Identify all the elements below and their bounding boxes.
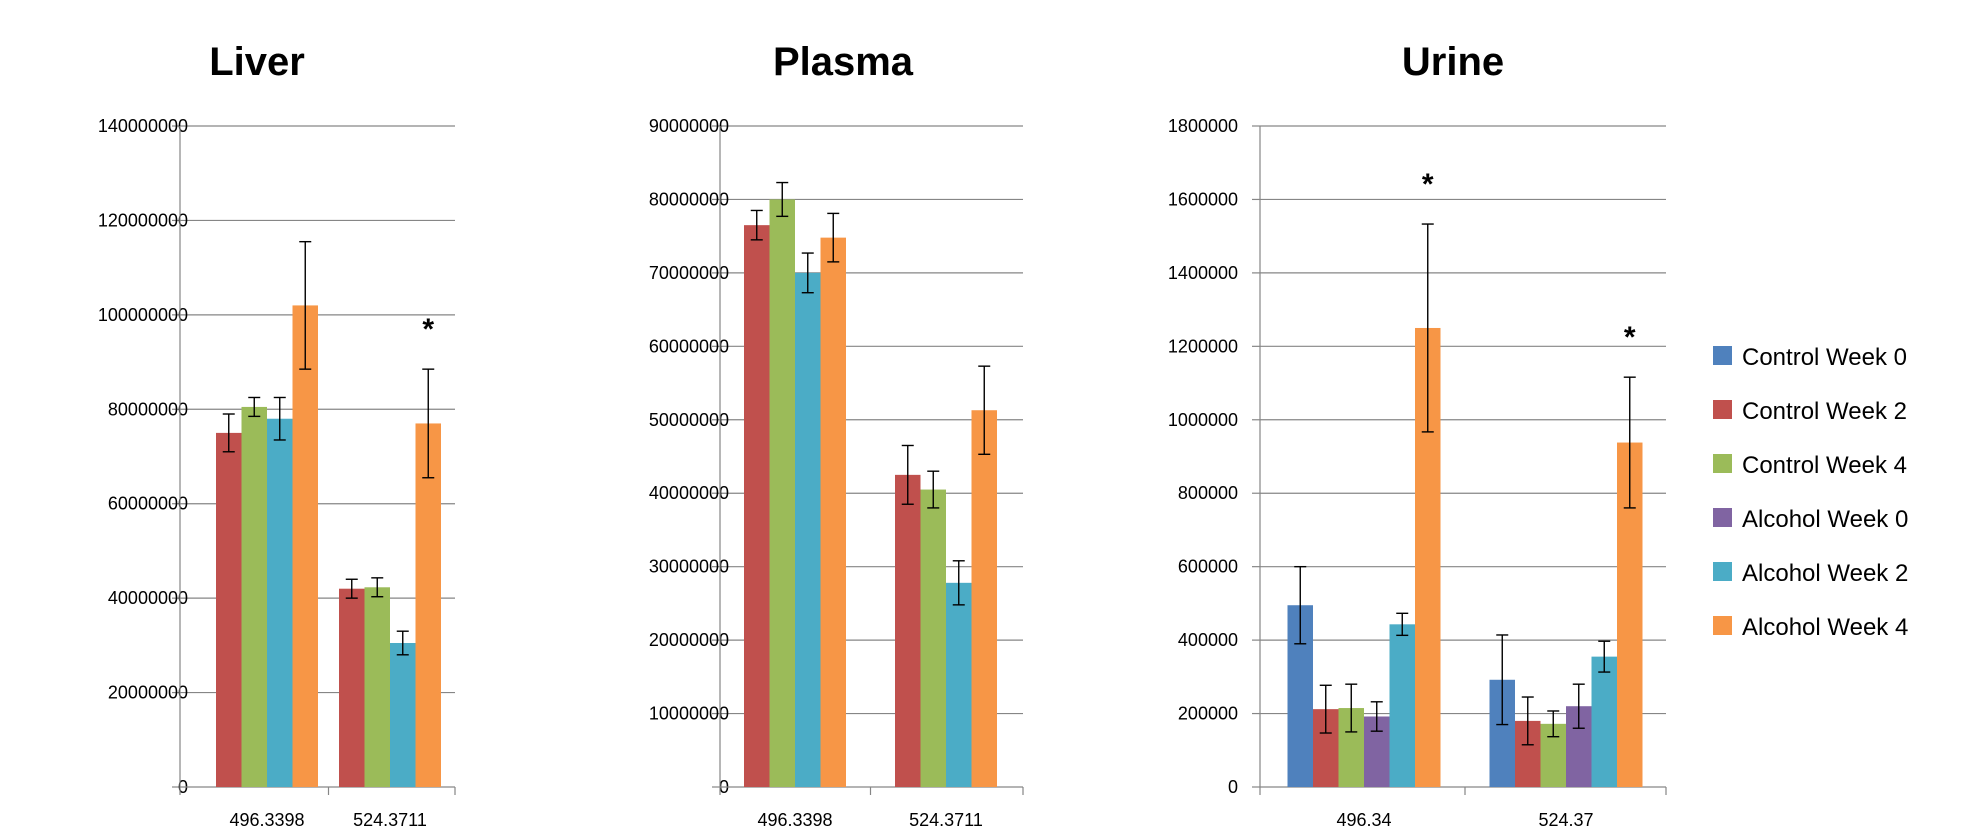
bar xyxy=(946,582,972,787)
bar xyxy=(241,406,267,787)
x-category-label: 496.34 xyxy=(1336,810,1391,830)
urine-chart: Urine 0 200000 400000 600000 800000 1000000 120… xyxy=(1168,40,1667,830)
bar xyxy=(769,199,795,787)
legend-swatch xyxy=(1713,400,1732,419)
y-tick-label: 60000000 xyxy=(108,494,188,514)
bar xyxy=(292,305,318,787)
legend-swatch xyxy=(1713,346,1732,365)
y-tick-label: 0 xyxy=(1228,777,1238,797)
bar xyxy=(895,474,921,787)
y-tick-label: 10000000 xyxy=(649,704,729,724)
y-tick-label: 120000000 xyxy=(98,210,188,230)
y-tick-label: 1600000 xyxy=(1168,189,1238,209)
y-tick-label: 30000000 xyxy=(649,557,729,577)
chart-title: Urine xyxy=(1402,40,1504,84)
bar xyxy=(216,432,242,787)
bar xyxy=(364,587,390,787)
x-category-label: 524.37 xyxy=(1538,810,1593,830)
y-tick-label: 20000000 xyxy=(108,683,188,703)
y-tick-label: 40000000 xyxy=(649,483,729,503)
legend-swatch xyxy=(1713,616,1732,635)
y-tick-label: 400000 xyxy=(1178,630,1238,650)
y-tick-label: 70000000 xyxy=(649,263,729,283)
y-tick-label: 1400000 xyxy=(1168,263,1238,283)
y-tick-label: 100000000 xyxy=(98,305,188,325)
legend-item-label: Alcohol Week 2 xyxy=(1742,560,1908,587)
y-tick-label: 40000000 xyxy=(108,588,188,608)
y-tick-label: 1000000 xyxy=(1168,410,1238,430)
chart-title: Liver xyxy=(209,40,305,84)
bar xyxy=(795,272,821,787)
significance-marker: * xyxy=(422,313,434,346)
y-tick-label: 140000000 xyxy=(98,116,188,136)
y-tick-label: 90000000 xyxy=(649,116,729,136)
y-tick-label: 1200000 xyxy=(1168,336,1238,356)
y-tick-label: 80000000 xyxy=(108,399,188,419)
bar xyxy=(339,588,365,787)
bar xyxy=(1389,624,1415,787)
significance-marker: * xyxy=(1624,321,1636,354)
legend: Control Week 0 Control Week 2 Control Week… xyxy=(1713,344,1908,641)
y-tick-label: 1800000 xyxy=(1168,116,1238,136)
significance-marker: * xyxy=(1422,168,1434,201)
legend-item-label: Control Week 4 xyxy=(1742,452,1907,479)
bar xyxy=(920,489,946,787)
legend-item-label: Alcohol Week 0 xyxy=(1742,506,1908,533)
x-category-label: 496.3398 xyxy=(229,810,304,830)
bar xyxy=(971,410,997,787)
bar xyxy=(415,423,441,787)
bar xyxy=(390,642,416,787)
x-category-label: 524.3711 xyxy=(353,810,427,830)
legend-item-label: Control Week 0 xyxy=(1742,344,1907,371)
legend-item-label: Control Week 2 xyxy=(1742,398,1907,425)
legend-swatch xyxy=(1713,454,1732,473)
legend-swatch xyxy=(1713,562,1732,581)
bar xyxy=(1591,656,1617,787)
y-tick-label: 80000000 xyxy=(649,189,729,209)
bar xyxy=(820,237,846,787)
y-tick-label: 800000 xyxy=(1178,483,1238,503)
x-category-label: 524.3711 xyxy=(909,810,983,830)
y-tick-label: 600000 xyxy=(1178,557,1238,577)
y-tick-label: 200000 xyxy=(1178,704,1238,724)
y-tick-label: 20000000 xyxy=(649,630,729,650)
liver-chart: Liver02000000040000000600000008000000010… xyxy=(98,40,456,830)
y-tick-label: 50000000 xyxy=(649,410,729,430)
legend-swatch xyxy=(1713,508,1732,527)
x-category-label: 496.3398 xyxy=(757,810,832,830)
chart-title: Plasma xyxy=(773,40,914,84)
y-tick-label: 60000000 xyxy=(649,336,729,356)
legend-item-label: Alcohol Week 4 xyxy=(1742,614,1908,641)
bar xyxy=(267,418,293,787)
plasma-chart: Plasma0100000002000000030000000400000005… xyxy=(649,40,1024,830)
bar xyxy=(744,225,770,787)
